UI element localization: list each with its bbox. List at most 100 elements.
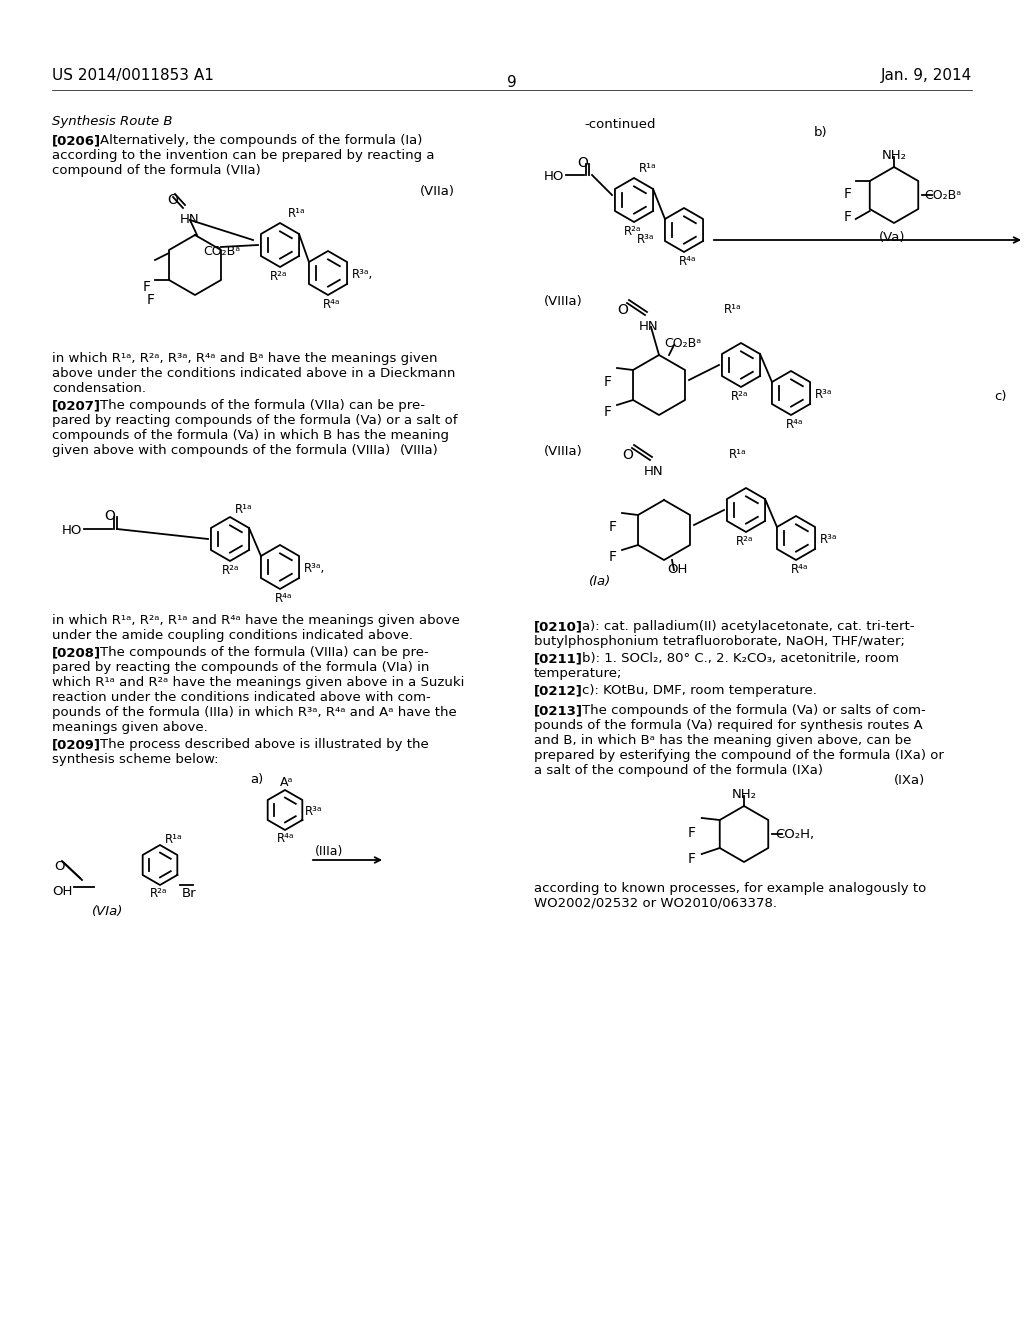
Text: which R¹ᵃ and R²ᵃ have the meanings given above in a Suzuki: which R¹ᵃ and R²ᵃ have the meanings give… xyxy=(52,676,464,689)
Text: CO₂H,: CO₂H, xyxy=(775,828,814,841)
Text: CO₂Bᵃ: CO₂Bᵃ xyxy=(664,337,701,350)
Text: O: O xyxy=(54,861,65,873)
Text: F: F xyxy=(143,280,151,294)
Text: R¹ᵃ: R¹ᵃ xyxy=(724,304,741,315)
Text: R¹ᵃ: R¹ᵃ xyxy=(288,207,305,220)
Text: F: F xyxy=(844,187,852,201)
Text: HO: HO xyxy=(544,170,564,183)
Text: R²ᵃ: R²ᵃ xyxy=(731,389,749,403)
Text: R⁴ᵃ: R⁴ᵃ xyxy=(791,564,809,576)
Text: (VIIIa): (VIIIa) xyxy=(544,445,583,458)
Text: R²ᵃ: R²ᵃ xyxy=(624,224,641,238)
Text: The process described above is illustrated by the: The process described above is illustrat… xyxy=(100,738,429,751)
Text: R³ᵃ: R³ᵃ xyxy=(820,533,838,546)
Text: temperature;: temperature; xyxy=(534,667,623,680)
Text: O: O xyxy=(617,304,628,317)
Text: OH: OH xyxy=(52,884,73,898)
Text: butylphosphonium tetrafluoroborate, NaOH, THF/water;: butylphosphonium tetrafluoroborate, NaOH… xyxy=(534,635,905,648)
Text: O: O xyxy=(622,447,633,462)
Text: F: F xyxy=(147,293,155,308)
Text: Aᵃ: Aᵃ xyxy=(280,776,293,789)
Text: in which R¹ᵃ, R²ᵃ, R¹ᵃ and R⁴ᵃ have the meanings given above: in which R¹ᵃ, R²ᵃ, R¹ᵃ and R⁴ᵃ have the … xyxy=(52,614,460,627)
Text: [0208]: [0208] xyxy=(52,645,101,659)
Text: WO2002/02532 or WO2010/063378.: WO2002/02532 or WO2010/063378. xyxy=(534,898,777,909)
Text: under the amide coupling conditions indicated above.: under the amide coupling conditions indi… xyxy=(52,630,413,642)
Text: R³ᵃ,: R³ᵃ, xyxy=(304,562,326,576)
Text: [0206]: [0206] xyxy=(52,135,101,147)
Text: (VIa): (VIa) xyxy=(92,906,123,917)
Text: R¹ᵃ: R¹ᵃ xyxy=(234,503,253,516)
Text: HO: HO xyxy=(62,524,82,537)
Text: (Ia): (Ia) xyxy=(589,576,611,587)
Text: [0210]: [0210] xyxy=(534,620,583,634)
Text: b): b) xyxy=(814,125,827,139)
Text: OH: OH xyxy=(667,564,687,576)
Text: R⁴ᵃ: R⁴ᵃ xyxy=(679,255,696,268)
Text: a salt of the compound of the formula (IXa): a salt of the compound of the formula (I… xyxy=(534,764,823,777)
Text: [0207]: [0207] xyxy=(52,399,101,412)
Text: F: F xyxy=(844,210,852,224)
Text: reaction under the conditions indicated above with com-: reaction under the conditions indicated … xyxy=(52,690,431,704)
Text: a): a) xyxy=(250,774,263,785)
Text: The compounds of the formula (VIIa) can be pre-: The compounds of the formula (VIIa) can … xyxy=(100,399,425,412)
Text: 9: 9 xyxy=(507,75,517,90)
Text: (VIIIa): (VIIIa) xyxy=(544,294,583,308)
Text: The compounds of the formula (Va) or salts of com-: The compounds of the formula (Va) or sal… xyxy=(582,704,926,717)
Text: R²ᵃ: R²ᵃ xyxy=(150,887,168,900)
Text: R³ᵃ: R³ᵃ xyxy=(815,388,833,401)
Text: b): 1. SOCl₂, 80° C., 2. K₂CO₃, acetonitrile, room: b): 1. SOCl₂, 80° C., 2. K₂CO₃, acetonit… xyxy=(582,652,899,665)
Text: R³ᵃ: R³ᵃ xyxy=(305,805,323,818)
Text: F: F xyxy=(688,851,696,866)
Text: (IIIa): (IIIa) xyxy=(315,845,343,858)
Text: F: F xyxy=(688,826,696,840)
Text: R²ᵃ: R²ᵃ xyxy=(270,271,288,282)
Text: R¹ᵃ: R¹ᵃ xyxy=(729,447,746,461)
Text: pounds of the formula (IIIa) in which R³ᵃ, R⁴ᵃ and Aᵃ have the: pounds of the formula (IIIa) in which R³… xyxy=(52,706,457,719)
Text: condensation.: condensation. xyxy=(52,381,146,395)
Text: compounds of the formula (Va) in which B has the meaning: compounds of the formula (Va) in which B… xyxy=(52,429,449,442)
Text: (VIIa): (VIIa) xyxy=(420,185,455,198)
Text: O: O xyxy=(577,156,588,170)
Text: meanings given above.: meanings given above. xyxy=(52,721,208,734)
Text: O: O xyxy=(104,510,115,523)
Text: pared by reacting the compounds of the formula (VIa) in: pared by reacting the compounds of the f… xyxy=(52,661,429,675)
Text: Alternatively, the compounds of the formula (Ia): Alternatively, the compounds of the form… xyxy=(100,135,422,147)
Text: compound of the formula (VIIa): compound of the formula (VIIa) xyxy=(52,164,261,177)
Text: pounds of the formula (Va) required for synthesis routes A: pounds of the formula (Va) required for … xyxy=(534,719,923,733)
Text: US 2014/0011853 A1: US 2014/0011853 A1 xyxy=(52,69,214,83)
Text: R³ᵃ,: R³ᵃ, xyxy=(352,268,374,281)
Text: a): cat. palladium(II) acetylacetonate, cat. tri-tert-: a): cat. palladium(II) acetylacetonate, … xyxy=(582,620,914,634)
Text: given above with compounds of the formula (VIIIa): given above with compounds of the formul… xyxy=(52,444,390,457)
Text: HN: HN xyxy=(180,213,200,226)
Text: HN: HN xyxy=(644,465,664,478)
Text: synthesis scheme below:: synthesis scheme below: xyxy=(52,752,218,766)
Text: NH₂: NH₂ xyxy=(882,149,907,162)
Text: and B, in which Bᵃ has the meaning given above, can be: and B, in which Bᵃ has the meaning given… xyxy=(534,734,911,747)
Text: (VIIIa): (VIIIa) xyxy=(400,444,438,457)
Text: R¹ᵃ: R¹ᵃ xyxy=(165,833,182,846)
Text: in which R¹ᵃ, R²ᵃ, R³ᵃ, R⁴ᵃ and Bᵃ have the meanings given: in which R¹ᵃ, R²ᵃ, R³ᵃ, R⁴ᵃ and Bᵃ have … xyxy=(52,352,437,366)
Text: CO₂Bᵃ: CO₂Bᵃ xyxy=(924,189,962,202)
Text: [0211]: [0211] xyxy=(534,652,583,665)
Text: Br: Br xyxy=(182,887,197,900)
Text: F: F xyxy=(609,550,617,564)
Text: pared by reacting compounds of the formula (Va) or a salt of: pared by reacting compounds of the formu… xyxy=(52,414,458,426)
Text: R⁴ᵃ: R⁴ᵃ xyxy=(278,832,295,845)
Text: O: O xyxy=(167,193,178,207)
Text: above under the conditions indicated above in a Dieckmann: above under the conditions indicated abo… xyxy=(52,367,456,380)
Text: F: F xyxy=(604,405,612,418)
Text: CO₂Bᵃ: CO₂Bᵃ xyxy=(203,246,240,257)
Text: -continued: -continued xyxy=(584,117,655,131)
Text: according to the invention can be prepared by reacting a: according to the invention can be prepar… xyxy=(52,149,434,162)
Text: R⁴ᵃ: R⁴ᵃ xyxy=(786,418,804,432)
Text: c): KOtBu, DMF, room temperature.: c): KOtBu, DMF, room temperature. xyxy=(582,684,817,697)
Text: NH₂: NH₂ xyxy=(732,788,757,801)
Text: according to known processes, for example analogously to: according to known processes, for exampl… xyxy=(534,882,927,895)
Text: [0209]: [0209] xyxy=(52,738,101,751)
Text: R¹ᵃ: R¹ᵃ xyxy=(639,162,656,176)
Text: (Va): (Va) xyxy=(879,231,905,244)
Text: c): c) xyxy=(994,389,1007,403)
Text: Synthesis Route B: Synthesis Route B xyxy=(52,115,172,128)
Text: [0212]: [0212] xyxy=(534,684,583,697)
Text: [0213]: [0213] xyxy=(534,704,583,717)
